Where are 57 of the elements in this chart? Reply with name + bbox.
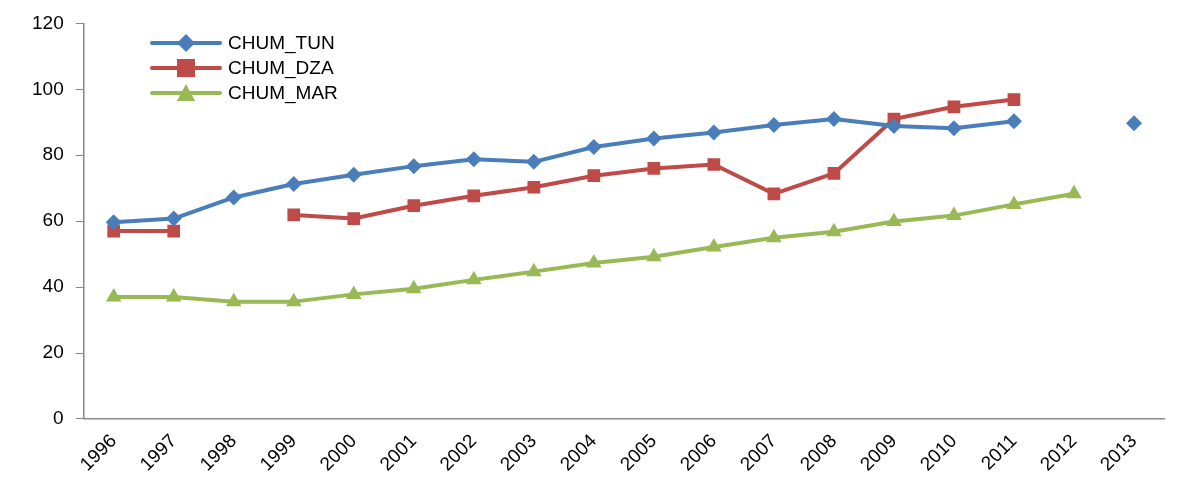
point xyxy=(645,130,662,147)
point xyxy=(525,153,542,170)
legend-label: CHUM_MAR xyxy=(228,81,338,105)
point xyxy=(945,120,962,137)
point xyxy=(705,124,722,141)
point xyxy=(586,254,602,268)
point xyxy=(105,288,122,302)
point xyxy=(946,206,962,221)
point xyxy=(165,288,182,302)
point xyxy=(167,224,181,238)
legend-label: CHUM_DZA xyxy=(228,56,334,80)
point xyxy=(1066,184,1082,199)
point xyxy=(345,285,362,299)
point xyxy=(165,210,182,227)
point xyxy=(466,270,482,285)
point xyxy=(347,212,361,225)
point xyxy=(886,212,902,227)
point xyxy=(287,208,301,222)
point xyxy=(467,189,481,203)
point xyxy=(285,175,302,192)
y-tick-label: 80 xyxy=(42,143,64,165)
y-tick-label: 40 xyxy=(42,275,64,297)
point xyxy=(827,167,841,180)
y-tick-label: 0 xyxy=(53,407,64,429)
point xyxy=(527,180,541,194)
point xyxy=(825,111,842,127)
point xyxy=(1007,93,1021,106)
y-tick-label: 100 xyxy=(32,77,64,99)
point xyxy=(765,116,782,133)
point xyxy=(587,169,601,183)
point xyxy=(706,237,722,252)
point xyxy=(647,162,661,175)
point xyxy=(465,151,482,168)
y-tick-label: 60 xyxy=(42,209,64,231)
point xyxy=(406,279,422,294)
point xyxy=(1005,113,1022,130)
point xyxy=(1006,195,1022,209)
point xyxy=(345,166,362,183)
legend-label: CHUM_TUN xyxy=(228,31,335,55)
point xyxy=(405,158,422,175)
point xyxy=(526,262,542,277)
point xyxy=(766,228,782,243)
point xyxy=(947,100,961,114)
point xyxy=(826,222,842,237)
point xyxy=(225,189,242,206)
point xyxy=(225,292,242,307)
point xyxy=(285,292,302,307)
point xyxy=(1125,115,1142,132)
point xyxy=(105,214,122,231)
point xyxy=(646,247,662,262)
point xyxy=(585,139,602,156)
point xyxy=(767,187,781,201)
point xyxy=(885,117,902,134)
point xyxy=(707,158,721,171)
y-tick-label: 120 xyxy=(32,11,64,33)
y-tick-label: 20 xyxy=(42,341,64,363)
point xyxy=(407,199,421,213)
